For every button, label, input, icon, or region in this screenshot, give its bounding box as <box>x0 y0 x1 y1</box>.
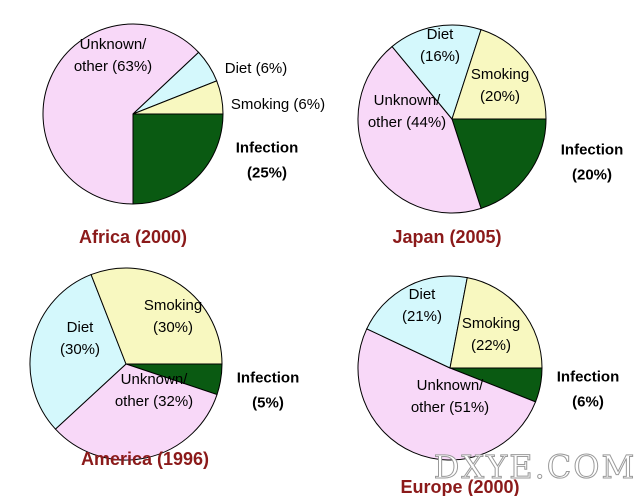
pie-slice-unknown-other <box>54 363 218 461</box>
pie-slice-smoking <box>451 28 547 120</box>
pie-chart-america-1996: Infection (5%) Unknown/other (32%) Diet (30%… <box>29 267 300 469</box>
slice-label-unknown-other: Unknown/ <box>121 371 189 388</box>
slice-label-smoking: Smoking (6%) <box>231 96 325 113</box>
slice-label-smoking: Smoking <box>144 297 202 314</box>
pie-slice-unknown-other <box>357 328 537 461</box>
watermark-text: DXYE.COM <box>434 448 637 486</box>
pie-slice-unknown-other <box>357 45 482 214</box>
slice-label-smoking: (20%) <box>480 88 520 105</box>
slice-label-smoking: Smoking <box>462 315 520 332</box>
slice-label-diet: Diet <box>409 286 437 303</box>
slice-label-infection: (5%) <box>252 395 284 412</box>
chart-title: Japan (2005) <box>392 227 501 247</box>
slice-label-unknown-other: other (32%) <box>115 393 193 410</box>
pie-slice-unknown-other <box>42 23 200 205</box>
chart-title: America (1996) <box>81 449 209 469</box>
slice-label-unknown-other: other (63%) <box>74 58 152 75</box>
slice-label-infection: Infection <box>236 140 299 157</box>
pie-slice-diet <box>366 275 468 369</box>
slice-label-unknown-other: other (51%) <box>411 399 489 416</box>
slice-label-diet: Diet <box>427 26 455 43</box>
pie-slice-smoking <box>132 80 224 115</box>
slice-label-infection: (25%) <box>247 165 287 182</box>
pie-slice-infection <box>451 118 547 210</box>
pie-chart-africa-2000: Infection (25%) Unknown/other (63%) Diet (6… <box>42 23 325 247</box>
slice-label-diet: Diet <box>67 319 95 336</box>
slice-label-diet: Diet (6%) <box>225 60 288 77</box>
slice-label-smoking: (30%) <box>153 319 193 336</box>
pie-slice-diet <box>391 24 482 121</box>
slice-label-infection: (20%) <box>572 167 612 184</box>
pie-chart-japan-2005: Infection (20%) Unknown/other (44%) Diet (16… <box>357 24 624 247</box>
slice-label-unknown-other: Unknown/ <box>417 377 485 394</box>
slice-label-diet: (21%) <box>402 308 442 325</box>
slice-label-diet: (16%) <box>420 48 460 65</box>
slice-label-infection: Infection <box>237 370 300 387</box>
chart-title: Africa (2000) <box>79 227 187 247</box>
slice-label-infection: Infection <box>561 142 624 159</box>
slice-label-unknown-other: Unknown/ <box>374 92 442 109</box>
pie-slice-smoking <box>90 267 223 365</box>
slice-label-smoking: Smoking <box>471 66 529 83</box>
slice-label-unknown-other: Unknown/ <box>80 36 148 53</box>
slice-label-infection: (6%) <box>572 394 604 411</box>
chart-title: Europe (2000) <box>400 477 519 496</box>
slice-label-smoking: (22%) <box>471 337 511 354</box>
pie-chart-europe-2000: Infection (6%) Unknown/other (51%) Diet (21%… <box>357 275 620 496</box>
pie-slice-infection <box>132 113 224 205</box>
slice-label-diet: (30%) <box>60 341 100 358</box>
pie-slice-diet <box>29 273 127 430</box>
slice-label-infection: Infection <box>557 369 620 386</box>
slice-label-unknown-other: other (44%) <box>368 114 446 131</box>
pie-slice-smoking <box>449 277 543 369</box>
